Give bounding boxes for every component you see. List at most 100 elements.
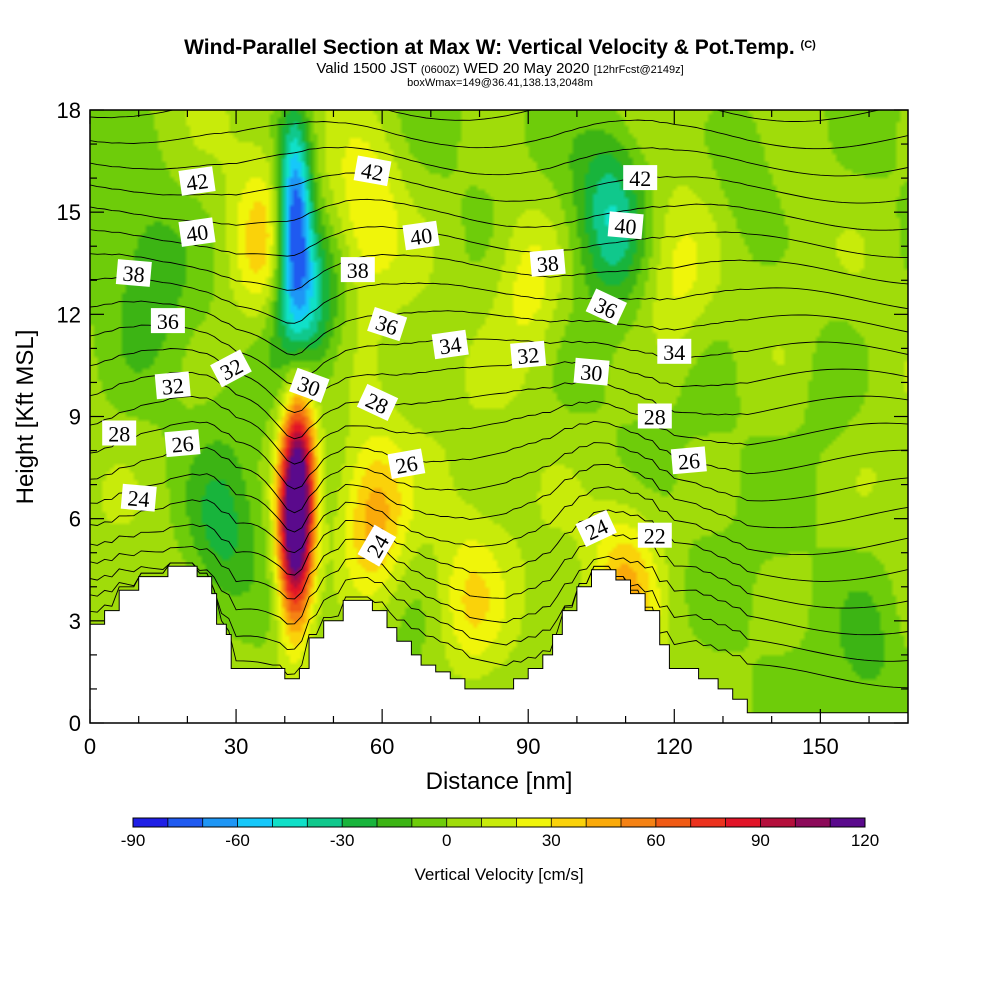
y-axis-label: Height [Kft MSL]: [12, 330, 39, 505]
contour-label-bg: [607, 211, 644, 240]
theta-contour: [90, 324, 908, 386]
x-tick-label: 150: [802, 734, 839, 759]
contour-label: 38: [529, 248, 566, 277]
colorbar-swatch: [202, 818, 238, 827]
contour-label-bg: [657, 338, 692, 364]
forecast-info: [12hrFcst@2149z]: [593, 64, 684, 76]
y-tick-label: 0: [69, 711, 81, 736]
contour-label-bg: [670, 446, 707, 475]
y-tick-label: 15: [57, 200, 81, 225]
contour-label-text: 26: [394, 450, 420, 478]
contour-label-text: 42: [629, 166, 651, 191]
contour-label: 26: [164, 429, 201, 458]
contour-label-text: 26: [170, 431, 194, 458]
chart-subtitle: Valid 1500 JST (0600Z) WED 20 May 2020 […: [0, 60, 1000, 77]
contour-label-bg: [102, 420, 137, 446]
contour-label-text: 34: [663, 340, 685, 365]
colorbar-swatch: [795, 818, 831, 827]
colorbar-swatch: [621, 818, 657, 827]
contour-label-text: 28: [108, 422, 130, 447]
contour-label-text: 32: [516, 342, 540, 369]
contour-label-bg: [120, 483, 157, 512]
x-axis-label: Distance [nm]: [426, 768, 573, 795]
contour-label-text: 26: [677, 448, 701, 475]
contour-label-bg: [529, 248, 566, 277]
theta-contour: [90, 509, 908, 582]
contour-label: 32: [510, 340, 547, 369]
contour-label: 38: [340, 257, 375, 283]
contour-label-text: 22: [644, 524, 666, 549]
y-tick-label: 18: [57, 98, 81, 123]
contour-label-bg: [573, 357, 610, 386]
colorbar-swatch: [725, 818, 761, 827]
colorbar-swatch: [272, 818, 308, 827]
colorbar-swatch: [481, 818, 517, 827]
colorbar-swatch: [411, 818, 448, 827]
contour-label-bg: [115, 259, 152, 287]
theta-contour: [90, 110, 881, 122]
colorbar-swatch: [760, 818, 796, 827]
contour-label-text: 40: [614, 213, 638, 240]
contour-label: 22: [637, 522, 672, 549]
terrain-profile: [90, 565, 908, 723]
contour-label-text: 40: [409, 223, 434, 251]
contour-label: 40: [607, 211, 644, 240]
colorbar-tick-label: -60: [225, 831, 250, 850]
contour-label: 30: [573, 357, 610, 386]
colorbar-swatch: [551, 818, 587, 827]
colorbar-swatch: [830, 818, 866, 827]
valid-time: Valid 1500 JST: [316, 60, 417, 77]
colorbar-tick-label: 90: [751, 831, 770, 850]
x-tick-label: 0: [84, 734, 96, 759]
contour-label-bg: [154, 371, 191, 400]
theta-contour: [90, 371, 908, 440]
theta-contour: [90, 40, 908, 68]
x-tick-label: 90: [516, 734, 540, 759]
chart-title-text: Wind-Parallel Section at Max W: Vertical…: [184, 36, 795, 59]
colorbar-swatch: [342, 818, 378, 827]
theta-contour: [90, 420, 908, 490]
colorbar-swatch: [586, 818, 622, 827]
contour-label: 26: [670, 446, 707, 475]
box-info: boxWmax=149@36.41,138.13,2048m: [407, 77, 593, 89]
contour-label-text: 42: [359, 158, 385, 186]
contour-label-bg: [402, 220, 440, 251]
contour-label-text: 34: [438, 332, 463, 360]
contour-label-bg: [585, 288, 628, 326]
chart-title: Wind-Parallel Section at Max W: Vertical…: [0, 36, 1000, 60]
colorbar-swatch: [167, 818, 204, 827]
colorbar-tick-label: -90: [121, 831, 146, 850]
colorbar-swatch: [133, 818, 169, 827]
theta-contour: [90, 442, 908, 514]
colorbar-swatch: [655, 818, 692, 827]
colorbar-swatch: [516, 818, 552, 827]
contour-label: 28: [102, 420, 137, 447]
theta-contour: [90, 225, 908, 258]
theta-contour: [90, 395, 908, 465]
plot-area: [90, 40, 908, 723]
contour-label: 40: [178, 217, 216, 247]
colorbar-swatch: [377, 818, 413, 827]
contour-label: 24: [357, 524, 397, 567]
colorbar-tick-label: 0: [442, 831, 451, 850]
contour-label-bg: [164, 429, 201, 458]
contour-label-bg: [387, 448, 426, 479]
y-tick-label: 6: [69, 507, 81, 532]
colorbar-tick-label: 30: [542, 831, 561, 850]
contour-label-bg: [178, 217, 216, 247]
contour-label-text: 28: [644, 405, 666, 430]
contour-label: 34: [657, 338, 692, 365]
contour-label-bg: [340, 257, 375, 283]
contour-label-bg: [431, 329, 469, 360]
contour-label: 30: [289, 367, 330, 403]
contour-label-text: 42: [185, 168, 210, 196]
contour-label-bg: [356, 383, 399, 421]
y-tick-label: 3: [69, 609, 81, 634]
theta-contour: [90, 562, 908, 662]
theta-contour: [90, 532, 908, 609]
contour-label-text: 32: [161, 373, 185, 400]
contour-label-bg: [357, 524, 397, 567]
colorbar-swatch: [237, 818, 273, 827]
contour-label-bg: [575, 509, 617, 547]
